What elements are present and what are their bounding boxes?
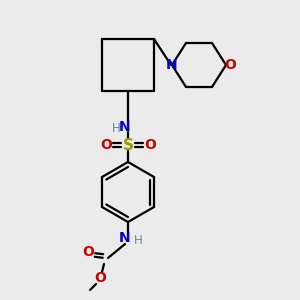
Text: O: O [144, 138, 156, 152]
Text: H: H [112, 122, 120, 134]
Text: N: N [166, 58, 178, 72]
Text: N: N [119, 231, 131, 245]
Text: O: O [100, 138, 112, 152]
Text: H: H [134, 233, 142, 247]
Text: S: S [122, 137, 134, 152]
Text: O: O [82, 245, 94, 259]
Text: N: N [119, 120, 131, 134]
Text: O: O [224, 58, 236, 72]
Text: O: O [94, 271, 106, 285]
